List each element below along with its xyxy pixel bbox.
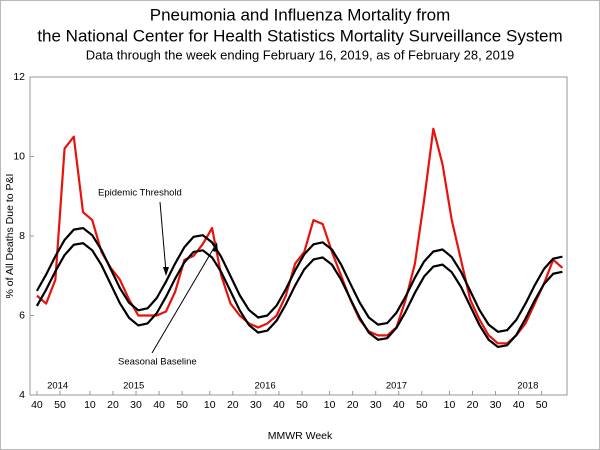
series-line xyxy=(35,226,563,333)
x-tick-label: 20 xyxy=(107,399,119,411)
x-tick-label: 40 xyxy=(31,399,43,411)
x-tick-label: 50 xyxy=(54,399,66,411)
x-tick-label: 50 xyxy=(176,399,188,411)
chart-title: Pneumonia and Influenza Mortality from xyxy=(150,5,451,24)
y-axis-label: % of All Deaths Due to P&I xyxy=(4,174,16,299)
x-tick-label: 30 xyxy=(490,399,502,411)
x-tick-label: 30 xyxy=(370,399,382,411)
annotation-arrow xyxy=(151,245,216,354)
y-tick-label: 8 xyxy=(19,230,25,242)
x-tick-label: 40 xyxy=(153,399,165,411)
year-label: 2017 xyxy=(386,381,407,392)
x-tick-label: 40 xyxy=(273,399,285,411)
annotation-arrowhead xyxy=(163,267,169,276)
year-label: 2014 xyxy=(47,381,68,392)
year-label: 2015 xyxy=(123,381,144,392)
y-tick-label: 4 xyxy=(19,389,25,401)
x-tick-label: 30 xyxy=(130,399,142,411)
x-tick-label: 10 xyxy=(444,399,456,411)
x-tick-label: 40 xyxy=(393,399,405,411)
chart-title: the National Center for Health Statistic… xyxy=(37,26,562,45)
x-axis-label: MMWR Week xyxy=(268,430,333,442)
x-tick-label: 20 xyxy=(227,399,239,411)
year-label: 2016 xyxy=(255,381,276,392)
x-tick-label: 50 xyxy=(536,399,548,411)
y-tick-label: 12 xyxy=(13,71,25,83)
annotation: Epidemic Threshold xyxy=(98,188,182,199)
year-label: 2018 xyxy=(517,381,538,392)
series-line xyxy=(36,127,564,345)
annotation-arrowhead xyxy=(212,242,218,252)
annotation: Seasonal Baseline xyxy=(118,357,197,368)
x-tick-label: 50 xyxy=(416,399,428,411)
y-tick-label: 6 xyxy=(19,309,25,321)
x-tick-label: 20 xyxy=(347,399,359,411)
chart-subtitle: Data through the week ending February 16… xyxy=(86,47,515,62)
x-tick-label: 20 xyxy=(467,399,479,411)
x-tick-label: 10 xyxy=(204,399,216,411)
plot-area xyxy=(35,127,564,348)
x-tick-label: 10 xyxy=(324,399,336,411)
x-tick-label: 50 xyxy=(296,399,308,411)
series-line xyxy=(35,242,563,348)
y-tick-label: 10 xyxy=(13,150,25,162)
x-tick-label: 40 xyxy=(513,399,525,411)
x-tick-label: 30 xyxy=(250,399,262,411)
x-tick-label: 10 xyxy=(84,399,96,411)
annotation-arrow xyxy=(159,201,167,273)
